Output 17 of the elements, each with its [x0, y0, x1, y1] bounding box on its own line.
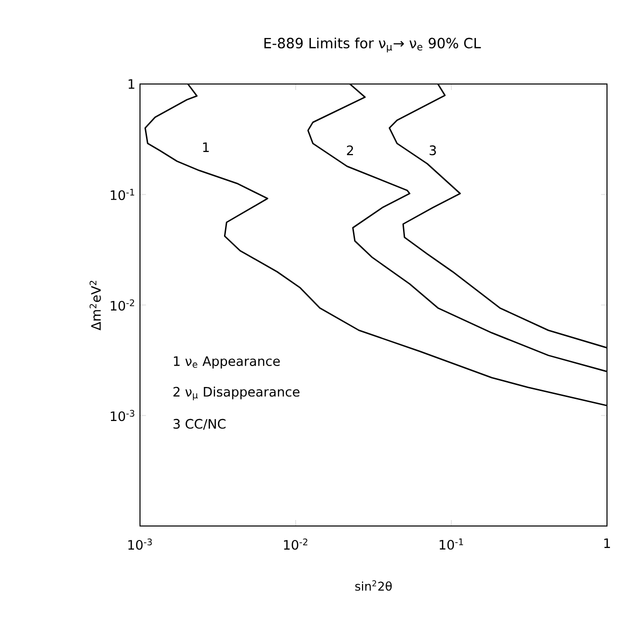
annotation: 2: [346, 145, 353, 156]
x-tick-label: 10$^{-3}$: [128, 538, 152, 550]
annotation: 3 CC/NC: [174, 418, 226, 430]
chart-title: E-889 Limits for ν$_{μ}$→ ν$_{e}$ 90% CL: [264, 38, 481, 52]
x-axis-title: sin$^{2}$2θ: [355, 580, 392, 591]
y-tick-label: 1: [128, 79, 134, 89]
x-tick-label: 10$^{-2}$: [284, 538, 308, 550]
x-tick-label: 10$^{-1}$: [440, 538, 464, 550]
y-axis-title: Δm$^{2}$eV$^{2}$: [90, 280, 101, 330]
annotation: 1: [203, 142, 209, 152]
annotation: 3: [430, 145, 436, 156]
annotation: 1 ν$_{e}$ Appearance: [174, 356, 280, 369]
x-tick-label: 1: [604, 538, 610, 548]
y-tick-label: 10$^{-1}$: [110, 188, 134, 200]
y-tick-label: 10$^{-3}$: [110, 410, 134, 422]
annotation: 2 ν$_{μ}$ Disappearance: [173, 386, 300, 400]
y-tick-label: 10$^{-2}$: [110, 299, 134, 311]
